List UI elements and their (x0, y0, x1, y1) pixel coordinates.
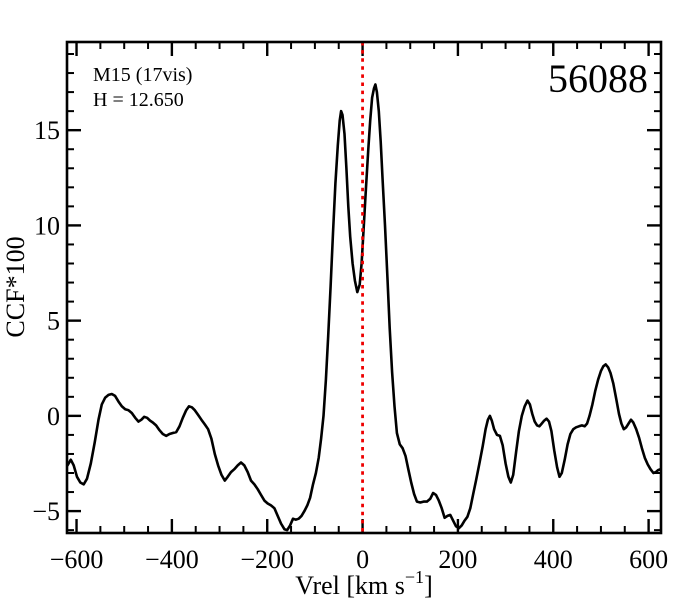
y-tick-label: 0 (47, 402, 60, 431)
x-tick-label: −600 (50, 545, 104, 574)
magnitude-annotation: H = 12.650 (93, 89, 184, 111)
y-tick-label: −5 (32, 497, 60, 526)
ccf-curve (66, 83, 662, 532)
x-axis-label-main: Vrel [km s (295, 571, 405, 600)
x-tick-label: 200 (438, 545, 477, 574)
x-axis-label-end: ] (424, 571, 433, 600)
y-axis-label: CCF*100 (1, 236, 30, 337)
y-tick-label: 15 (34, 116, 60, 145)
x-axis-label: Vrel [km s−1] (295, 567, 432, 600)
ticks-layer: −600 −400 −200 0 200 400 600 −5 0 5 10 15 (32, 42, 668, 574)
x-tick-label: 0 (356, 545, 369, 574)
cluster-annotation: M15 (17vis) (93, 64, 192, 86)
x-axis-label-superscript: −1 (405, 567, 424, 587)
y-tick-label: 10 (34, 211, 60, 240)
x-tick-label: 600 (629, 545, 668, 574)
plot-frame (65, 40, 663, 535)
x-tick-label: −200 (240, 545, 294, 574)
x-tick-label: 400 (534, 545, 573, 574)
star-id-title: 56088 (548, 56, 648, 101)
x-tick-label: −400 (145, 545, 199, 574)
y-tick-label: 5 (47, 307, 60, 336)
